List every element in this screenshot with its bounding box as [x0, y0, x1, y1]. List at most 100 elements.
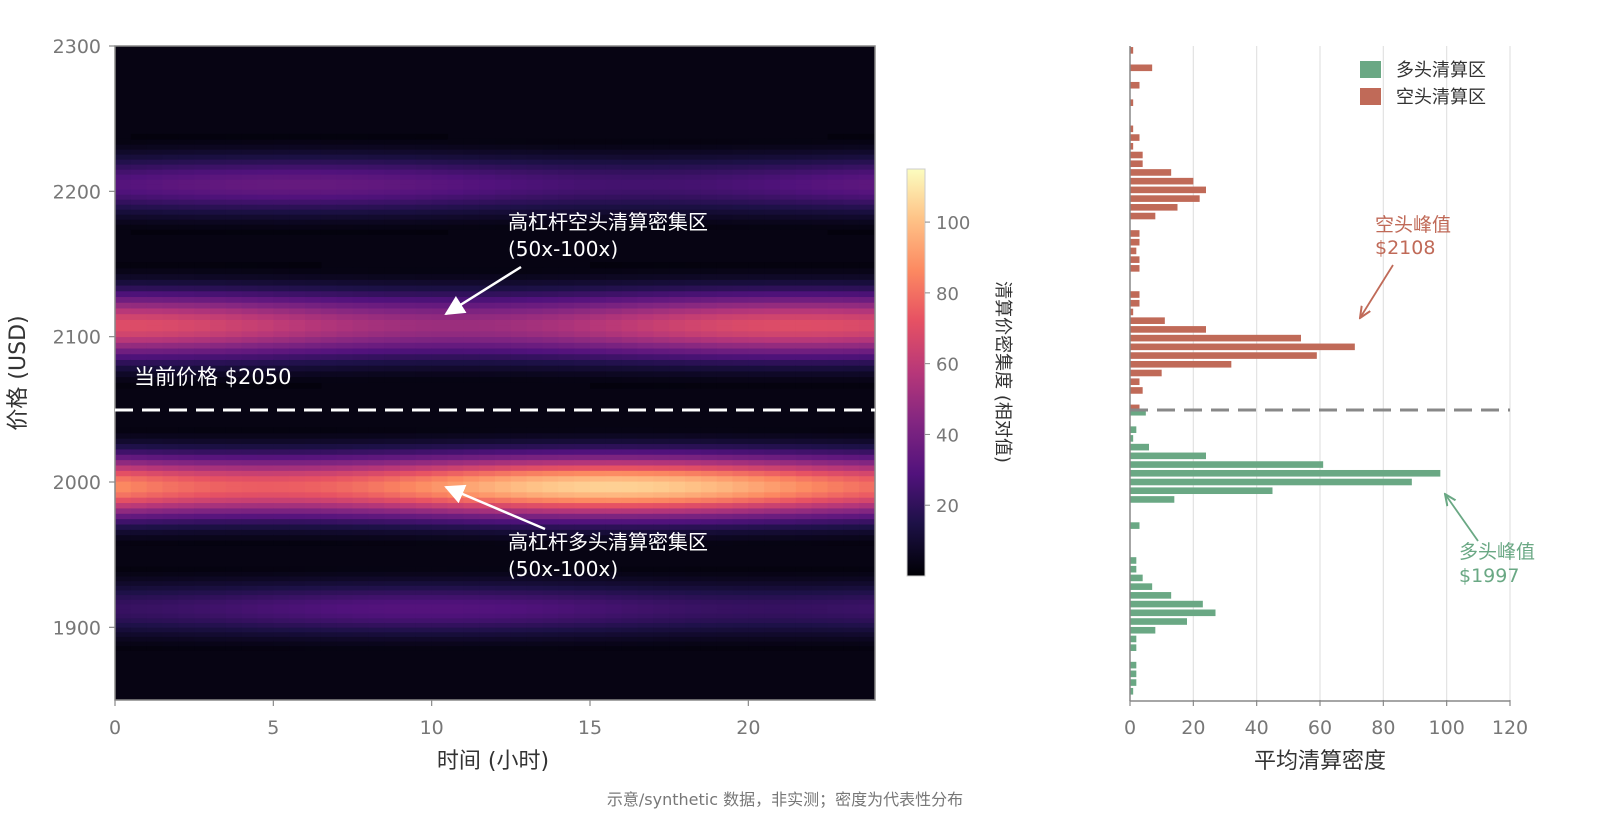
heatmap-cell: [479, 279, 496, 286]
heatmap-cell: [732, 219, 749, 225]
y-tick-label: 1900: [53, 617, 101, 639]
heatmap-cell: [352, 319, 369, 326]
heatmap-cell: [130, 296, 148, 303]
heatmap-cell: [241, 575, 259, 582]
heatmap-cell: [669, 529, 686, 536]
heatmap-cell: [194, 475, 211, 482]
heatmap-cell: [685, 262, 702, 269]
heatmap-cell: [336, 189, 354, 195]
heatmap-cell: [827, 342, 844, 349]
heatmap-cell: [716, 382, 734, 389]
heatmap-cell: [795, 154, 813, 160]
heatmap-cell: [431, 204, 449, 210]
heatmap-cell: [764, 149, 781, 155]
heatmap-cell: [130, 438, 148, 445]
heatmap-cell: [146, 631, 164, 637]
heatmap-cell: [669, 475, 686, 482]
heatmap-cell: [415, 342, 433, 349]
heatmap-cell: [352, 627, 369, 633]
heatmap-cell: [210, 138, 227, 145]
heatmap-cell: [194, 307, 211, 315]
heatmap-cell: [273, 448, 290, 455]
heatmap-cell: [827, 169, 844, 175]
heatmap-cell: [463, 189, 480, 195]
heatmap-cell: [400, 229, 417, 235]
heatmap-cell: [510, 179, 528, 185]
heatmap-cell: [780, 497, 797, 504]
heatmap-cell: [241, 347, 259, 355]
heatmap-cell: [431, 507, 449, 514]
heatmap-cell: [257, 622, 274, 628]
heatmap-cell: [210, 523, 227, 530]
heatmap-cell: [273, 636, 290, 642]
heatmap-cell: [542, 480, 559, 487]
heatmap-cell: [368, 627, 385, 633]
heatmap-cell: [241, 279, 259, 286]
heatmap-cell: [273, 627, 290, 633]
heatmap-cell: [590, 432, 607, 439]
heatmap-cell: [605, 279, 623, 286]
heatmap-cell: [463, 279, 480, 286]
long-bar: [1130, 687, 1134, 695]
heatmap-cell: [415, 267, 433, 275]
heatmap-cell: [146, 214, 164, 220]
heatmap-cell: [447, 589, 464, 596]
heatmap-cell: [764, 313, 781, 320]
heatmap-cell: [225, 365, 243, 372]
heatmap-cell: [542, 486, 559, 493]
heatmap-cell: [463, 617, 480, 623]
heatmap-cell: [115, 347, 132, 355]
heatmap-cell: [194, 144, 211, 150]
heatmap-cell: [130, 164, 148, 170]
heatmap-cell: [305, 370, 322, 378]
heatmap-cell: [780, 594, 797, 600]
heatmap-cell: [558, 209, 575, 215]
heatmap-cell: [590, 599, 607, 605]
heatmap-cell: [384, 645, 401, 651]
heatmap-cell: [130, 523, 148, 530]
heatmap-cell: [352, 454, 369, 461]
heatmap-cell: [843, 376, 860, 383]
heatmap-cell: [146, 194, 164, 200]
heatmap-cell: [510, 432, 528, 439]
heatmap-cell: [273, 154, 290, 160]
heatmap-cell: [574, 179, 591, 185]
heatmap-cell: [463, 149, 480, 155]
heatmap-cell: [162, 443, 179, 450]
heatmap-cell: [305, 470, 322, 477]
heatmap-cell: [495, 325, 512, 332]
heatmap-cell: [384, 617, 401, 623]
heatmap-cell: [178, 645, 195, 651]
heatmap-cell: [637, 599, 654, 605]
heatmap-cell: [289, 529, 306, 536]
heatmap-cell: [400, 353, 417, 360]
heatmap-cell: [510, 448, 528, 455]
heatmap-cell: [510, 370, 528, 378]
heatmap-cell: [289, 571, 306, 577]
heatmap-cell: [795, 159, 813, 165]
heatmap-cell: [669, 464, 686, 471]
heatmap-cell: [273, 149, 290, 155]
heatmap-cell: [827, 149, 844, 155]
heatmap-cell: [241, 184, 259, 190]
heatmap-cell: [637, 575, 654, 582]
heatmap-cell: [748, 302, 765, 309]
heatmap-cell: [210, 432, 227, 439]
heatmap-cell: [305, 645, 322, 651]
heatmap-cell: [194, 507, 211, 514]
heatmap-cell: [336, 502, 354, 509]
heatmap-cell: [700, 475, 718, 482]
heatmap-cell: [320, 443, 338, 450]
heatmap-cell: [780, 169, 797, 175]
heatmap-cell: [558, 438, 575, 445]
heatmap-cell: [685, 194, 702, 200]
heatmap-cell: [780, 580, 797, 586]
heatmap-cell: [637, 480, 654, 487]
heatmap-cell: [210, 454, 227, 461]
heatmap-cell: [510, 209, 528, 215]
heatmap-cell: [748, 370, 765, 378]
heatmap-cell: [225, 284, 243, 292]
heatmap-cell: [795, 432, 813, 439]
heatmap-cell: [605, 336, 623, 343]
heatmap-cell: [843, 307, 860, 315]
